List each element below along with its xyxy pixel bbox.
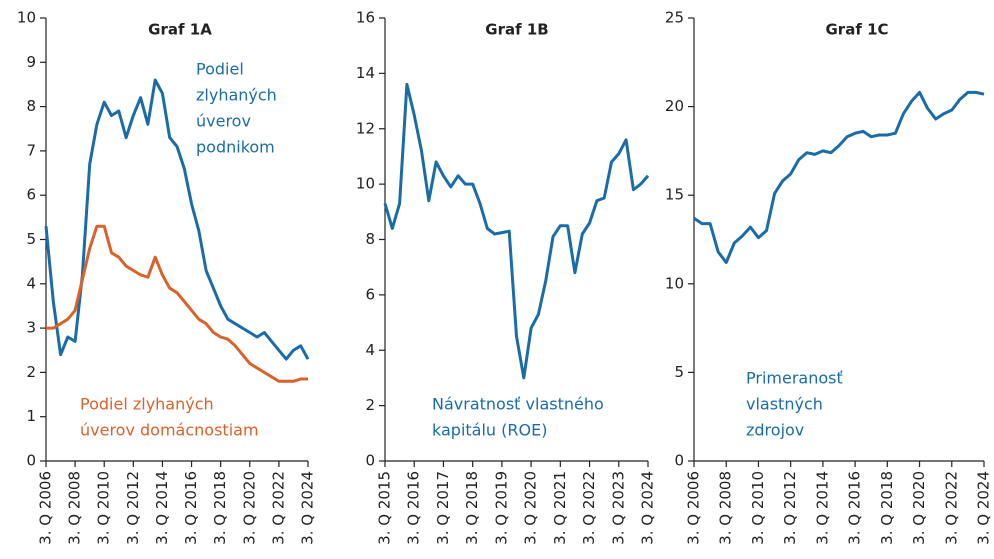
series-label: úverov domácnostiam [80,421,259,440]
y-tick-label: 8 [26,97,36,115]
y-tick-label: 25 [665,9,684,27]
y-tick-label: 5 [26,230,36,248]
y-tick-label: 20 [665,97,684,115]
y-tick-label: 6 [26,186,36,204]
x-tick-label: 3. Q 2016 [182,471,200,545]
y-tick-label: 9 [26,53,36,71]
x-tick-label: 3. Q 2012 [124,471,142,545]
x-tick-label: 3. Q 2015 [376,471,394,545]
y-tick-label: 16 [356,9,375,27]
y-tick-label: 10 [665,274,684,292]
y-tick-label: 12 [356,119,375,137]
y-tick-label: 7 [26,141,36,159]
data-line [44,78,310,361]
x-tick-label: 3. Q 2022 [942,471,960,545]
x-tick-label: 3. Q 2012 [781,471,799,545]
x-tick-label: 3. Q 2024 [975,471,993,545]
x-tick-label: 3. Q 2008 [66,471,84,545]
series-label: Návratnosť vlastného [432,395,604,414]
x-tick-label: 3. Q 2014 [813,471,831,545]
data-line [383,82,650,380]
y-tick-label: 6 [365,285,375,303]
x-tick-label: 3. Q 2020 [910,471,928,545]
y-tick-label: 4 [26,274,36,292]
x-tick-label: 3. Q 2024 [639,471,657,545]
x-tick-label: 3. Q 2016 [405,471,423,545]
x-tick-label: 3. Q 2019 [492,471,510,545]
y-tick-label: 8 [365,230,375,248]
x-tick-label: 3. Q 2022 [580,471,598,545]
y-tick-label: 0 [365,452,375,470]
series-label: zlyhaných [196,86,277,105]
chart-title: Graf 1A [148,21,212,39]
x-tick-label: 3. Q 2008 [717,471,735,545]
x-tick-label: 3. Q 2006 [685,471,703,545]
x-tick-label: 3. Q 2023 [609,471,627,545]
chart-title: Graf 1B [485,21,548,39]
y-tick-label: 0 [26,452,36,470]
y-tick-label: 5 [674,363,684,381]
x-tick-label: 3. Q 2010 [749,471,767,545]
x-tick-label: 3. Q 2021 [551,471,569,545]
x-tick-label: 3. Q 2018 [211,471,229,545]
y-tick-label: 1 [26,407,36,425]
series-label: Podiel [196,60,244,79]
y-tick-label: 2 [26,363,36,381]
series-label: vlastných [746,395,823,414]
x-tick-label: 3. Q 2022 [269,471,287,545]
x-tick-label: 3. Q 2014 [153,471,171,545]
series-label: kapitálu (ROE) [432,421,547,440]
data-line [693,90,985,264]
series-label: úverov [196,112,251,131]
series-label: Primeranosť [746,369,843,388]
y-tick-label: 3 [26,319,36,337]
chart-title: Graf 1C [825,21,888,39]
x-tick-label: 3. Q 2017 [434,471,452,545]
x-tick-label: 3. Q 2018 [878,471,896,545]
x-tick-label: 3. Q 2020 [240,471,258,545]
x-tick-label: 3. Q 2018 [463,471,481,545]
x-tick-label: 3. Q 2016 [846,471,864,545]
data-line [46,224,308,383]
y-tick-label: 14 [356,64,375,82]
series-label: Podiel zlyhaných [80,395,214,414]
x-tick-label: 3. Q 2024 [299,471,317,545]
y-tick-label: 0 [674,452,684,470]
y-tick-label: 10 [17,9,36,27]
x-tick-label: 3. Q 2010 [95,471,113,545]
series-label: podnikom [196,138,275,157]
series-label: zdrojov [746,421,804,440]
y-tick-label: 10 [356,175,375,193]
y-tick-label: 15 [665,186,684,204]
y-tick-label: 4 [365,341,375,359]
x-tick-label: 3. Q 2020 [522,471,540,545]
x-tick-label: 3. Q 2006 [37,471,55,545]
y-tick-label: 2 [365,396,375,414]
